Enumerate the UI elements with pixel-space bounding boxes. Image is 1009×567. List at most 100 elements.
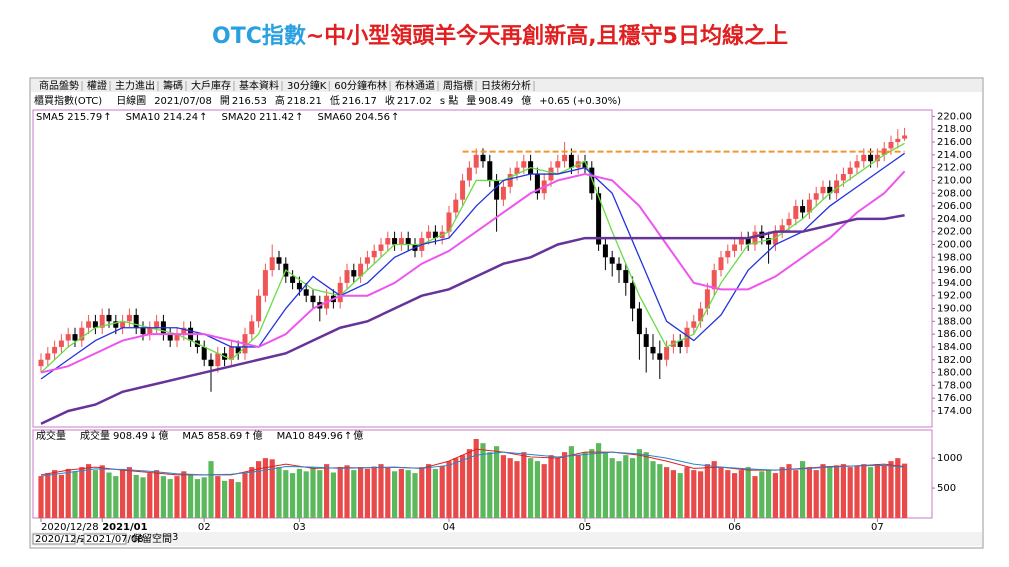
candle-body	[296, 282, 302, 290]
volume-bar	[711, 461, 717, 518]
y-tick-label: 178.00	[937, 380, 972, 391]
date-to: 2021/07/08	[86, 534, 144, 545]
tab[interactable]: 主力進出	[115, 79, 155, 92]
volume-bar	[432, 468, 438, 518]
x-tick-label: 04	[443, 522, 456, 533]
tab[interactable]: 商品盤勢	[39, 79, 79, 92]
legend-value: 211.42	[259, 112, 294, 123]
volume-bar	[473, 438, 479, 518]
date-input[interactable]	[83, 533, 127, 545]
volume-bar	[358, 467, 364, 518]
candle-body	[92, 321, 98, 328]
candle-body	[766, 238, 772, 245]
tab[interactable]: 60分鐘布林	[334, 79, 387, 92]
candle-body	[249, 321, 255, 335]
candle-body	[392, 238, 398, 245]
volume-bar	[222, 480, 228, 518]
volume-bar	[324, 464, 330, 518]
volume-bar	[494, 446, 500, 518]
date-input[interactable]	[32, 533, 76, 545]
moving-average-line	[40, 142, 905, 374]
volume-bar	[330, 472, 336, 518]
high-label: 高	[275, 94, 285, 107]
volume-bar	[888, 461, 894, 518]
volume-bar	[847, 467, 853, 518]
volume-bar	[786, 464, 792, 518]
volume-bar	[670, 470, 676, 518]
volume-bar	[290, 473, 296, 518]
candle-body	[269, 257, 275, 271]
candle-body	[711, 270, 717, 290]
volume-bar	[460, 455, 466, 518]
legend-trend: ↑	[391, 112, 399, 123]
volume-bar	[609, 458, 615, 518]
date: 2021/07/08	[154, 96, 212, 107]
tab[interactable]: 30分鐘K	[287, 79, 327, 92]
volume-bar	[235, 482, 241, 518]
legend-trend: ↑	[199, 112, 207, 123]
volume-bar	[874, 464, 880, 518]
tab[interactable]: 籌碼	[163, 79, 183, 92]
volume-bar	[827, 467, 833, 518]
candle-body	[895, 138, 901, 143]
volume-bar	[854, 465, 860, 518]
x-tick-label: 03	[293, 522, 306, 533]
volume-bar	[201, 477, 207, 518]
unit: s 點	[440, 94, 458, 107]
volume-legend-value: 908.49	[113, 431, 148, 442]
volume-legend-unit: 億	[353, 429, 363, 442]
candle-body	[480, 154, 486, 162]
volume-bar	[745, 467, 751, 518]
y-tick-label: 200.00	[937, 239, 972, 250]
y-tick-label: 204.00	[937, 214, 972, 225]
y-tick-label: 212.00	[937, 163, 972, 174]
candle-body	[303, 289, 309, 296]
control-bar	[31, 532, 982, 546]
volume-bar	[72, 471, 78, 518]
volume-bar	[664, 467, 670, 518]
volume-bar	[732, 473, 738, 518]
candle-body	[636, 308, 642, 335]
volume-bar	[317, 470, 323, 518]
legend-name: SMA60	[317, 112, 352, 123]
volume-bar	[541, 464, 547, 518]
volume-bar	[881, 465, 887, 518]
candle-body	[120, 321, 126, 328]
volume-bar	[45, 473, 51, 518]
volume-bar	[52, 470, 58, 518]
candle-body	[133, 314, 139, 328]
candle-body	[154, 321, 160, 328]
candle-body	[140, 327, 146, 335]
tab[interactable]: 大戶庫存	[191, 79, 231, 92]
candle-body	[371, 250, 377, 258]
volume-legend-name: MA10	[277, 431, 305, 442]
candle-body	[793, 206, 799, 219]
space-value: 3	[172, 532, 178, 543]
volume-bar	[684, 467, 690, 518]
candle-body	[466, 167, 472, 181]
candle-body	[405, 238, 411, 245]
tab[interactable]: 基本資料	[239, 79, 279, 92]
candle-body	[507, 174, 513, 187]
y-tick-label: 196.00	[937, 265, 972, 276]
date-from: 2020/12/28	[35, 534, 93, 545]
candle-body	[106, 314, 112, 322]
tab[interactable]: 周指標	[443, 79, 473, 92]
candle-body	[725, 250, 731, 258]
volume-label: 量	[466, 95, 476, 107]
moving-average-line	[40, 170, 906, 374]
window-frame	[29, 77, 984, 549]
volume-legend-value: 858.69	[207, 431, 242, 442]
volume-bar	[902, 463, 908, 518]
legend-value: 204.56	[355, 112, 390, 123]
candle-body	[65, 334, 71, 341]
volume-bar	[725, 470, 731, 518]
tab[interactable]: 布林通道	[395, 79, 435, 92]
tab[interactable]: 權證	[87, 79, 107, 92]
tab[interactable]: 日技術分析	[481, 79, 531, 92]
volume-legend-unit: 億	[158, 429, 168, 442]
volume-legend-trend: ↑	[344, 431, 352, 442]
volume-legend-trend: ↓	[149, 431, 157, 442]
candle-body	[752, 231, 758, 245]
open-value: 216.53	[232, 96, 267, 107]
